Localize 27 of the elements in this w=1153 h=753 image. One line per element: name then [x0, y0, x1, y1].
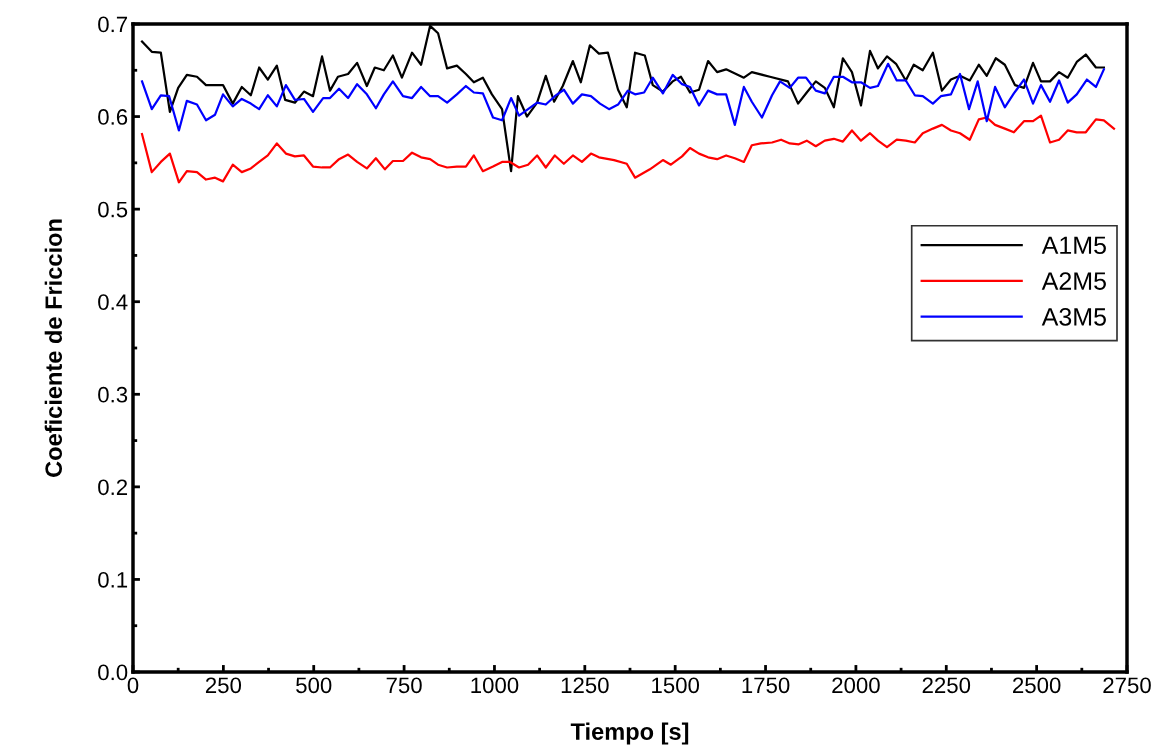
x-tick-label: 750: [386, 677, 422, 694]
x-tick-label: 2750: [1103, 677, 1151, 694]
y-tick-label: 0.4: [98, 294, 128, 310]
legend-label: A1M5: [1041, 236, 1106, 255]
y-tick-label: 0.7: [98, 16, 128, 33]
y-tick-label: 0.6: [98, 109, 128, 125]
y-tick-label: 0.3: [98, 386, 128, 403]
line-series: [140, 62, 1105, 132]
legend-label: A3M5: [1041, 308, 1106, 326]
x-tick-label: 2500: [1013, 677, 1061, 694]
x-tick-label: 1000: [471, 677, 519, 694]
y-tick-label: 0.1: [98, 571, 128, 588]
x-tick-label: 250: [205, 677, 242, 694]
x-tick-label: 2250: [922, 677, 971, 694]
y-axis-title: Coeficiente de Friccion: [44, 219, 63, 477]
x-tick-label: 0: [127, 677, 139, 694]
x-axis-title: Tiempo [s]: [570, 722, 689, 745]
y-tick-label: 0.2: [98, 479, 128, 496]
x-tick-label: 1500: [652, 677, 700, 694]
y-tick-label: 0.5: [98, 201, 128, 218]
x-tick-label: 1750: [742, 677, 790, 694]
x-tick-label: 1250: [561, 677, 609, 694]
y-tick-label: 0.0: [98, 664, 128, 681]
x-tick-label: 2000: [832, 677, 880, 694]
legend-label: A2M5: [1041, 272, 1106, 290]
line-series: [140, 114, 1116, 184]
x-tick-label: 500: [296, 677, 332, 694]
